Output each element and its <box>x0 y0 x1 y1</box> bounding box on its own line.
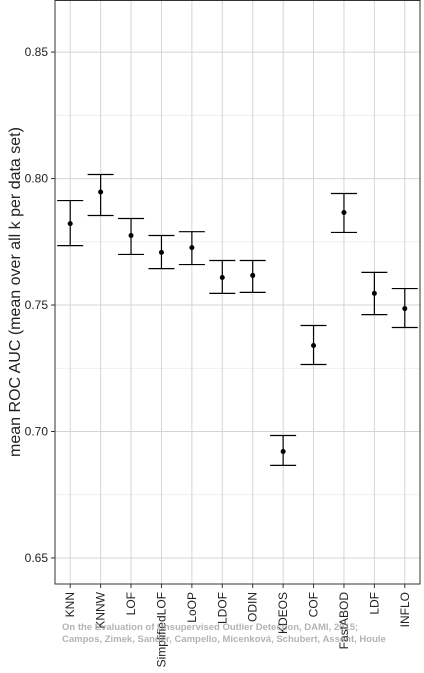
point <box>371 290 377 296</box>
x-tick-label: ODIN <box>246 592 260 622</box>
y-tick-label: 0.65 <box>25 551 49 565</box>
point <box>311 342 317 348</box>
x-tick-label: LOF <box>124 592 138 615</box>
point <box>280 448 286 454</box>
point <box>250 272 256 278</box>
x-tick-label: KDEOS <box>276 592 290 634</box>
x-tick-label: LDOF <box>215 592 229 624</box>
y-axis-label: mean ROC AUC (mean over all k per data s… <box>7 127 24 457</box>
point <box>128 232 134 238</box>
y-tick-label: 0.85 <box>25 45 49 59</box>
y-tick-label: 0.75 <box>25 298 49 312</box>
y-tick-label: 0.80 <box>25 172 49 186</box>
point <box>189 245 195 251</box>
point <box>219 274 225 280</box>
point <box>341 209 347 215</box>
x-tick-label: KNNW <box>94 591 108 628</box>
x-tick-label: FastABOD <box>337 592 351 650</box>
point <box>98 189 104 195</box>
panel-border <box>54 0 421 585</box>
watermark: On the Evaluation of Unsupervised Outlie… <box>62 622 358 633</box>
x-tick-label: LDF <box>367 592 381 615</box>
point <box>158 249 164 255</box>
x-tick-label: INFLO <box>398 592 412 627</box>
y-tick-label: 0.70 <box>25 424 49 438</box>
x-tick-label: LoOP <box>185 592 199 623</box>
point <box>67 221 73 227</box>
watermark: Campos, Zimek, Sander, Campello, Micenko… <box>62 634 386 645</box>
x-tick-label: COF <box>307 592 321 617</box>
point <box>402 306 408 312</box>
x-tick-label: SimplifiedLOF <box>154 592 168 667</box>
x-tick-label: KNN <box>63 592 77 617</box>
